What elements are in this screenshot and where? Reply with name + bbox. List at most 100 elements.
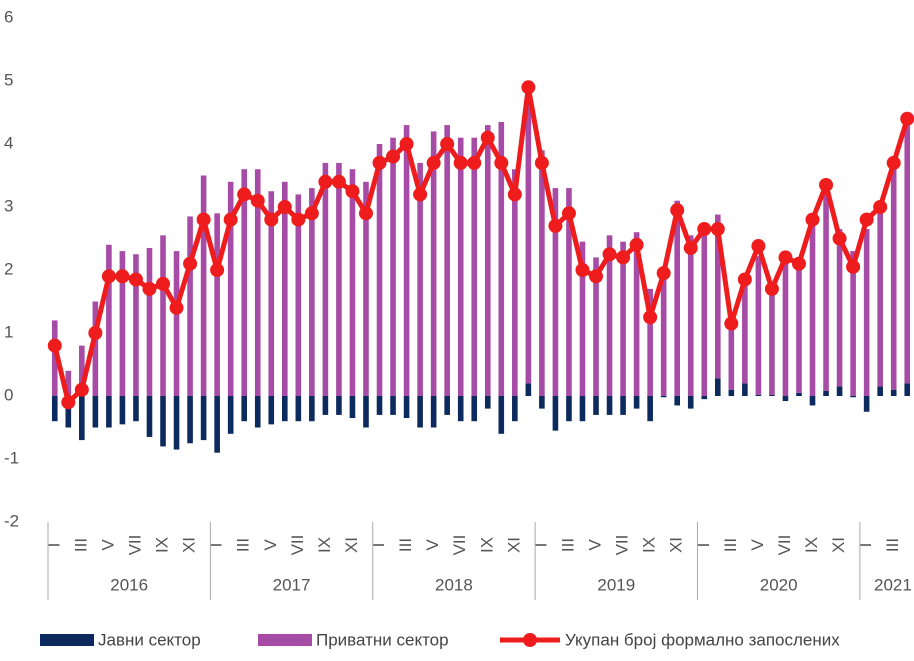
bar bbox=[728, 326, 735, 390]
year-label: 2020 bbox=[760, 575, 798, 594]
line-marker bbox=[764, 281, 779, 296]
x-tick-label: V bbox=[423, 539, 442, 551]
bar bbox=[877, 203, 883, 387]
legend-marker bbox=[523, 633, 537, 647]
line-marker bbox=[819, 177, 834, 192]
bar bbox=[79, 345, 85, 396]
bar bbox=[674, 200, 681, 396]
bar bbox=[498, 396, 505, 434]
bar bbox=[322, 162, 329, 396]
bar bbox=[200, 175, 207, 396]
y-tick-label: 0 bbox=[4, 385, 13, 404]
bar bbox=[566, 396, 572, 422]
bar bbox=[106, 244, 112, 396]
bar bbox=[606, 235, 613, 396]
bar bbox=[268, 396, 275, 425]
bar bbox=[620, 241, 626, 396]
line-marker bbox=[237, 187, 252, 202]
x-tick-label: VII bbox=[450, 535, 469, 556]
line-marker bbox=[210, 263, 225, 277]
bar bbox=[92, 396, 99, 428]
line-marker bbox=[480, 130, 495, 145]
bar bbox=[525, 87, 532, 384]
bar bbox=[742, 383, 748, 396]
x-tick-label: III bbox=[71, 538, 90, 552]
bar bbox=[268, 191, 275, 396]
line-marker bbox=[873, 200, 888, 214]
x-tick-label: III bbox=[721, 538, 740, 552]
bar bbox=[755, 394, 762, 396]
x-tick-label: VII bbox=[775, 535, 794, 556]
x-tick-label: I bbox=[207, 543, 226, 548]
bar bbox=[782, 396, 789, 402]
line-marker bbox=[331, 174, 346, 189]
bar bbox=[241, 169, 248, 396]
bar bbox=[674, 396, 681, 406]
bar bbox=[890, 162, 897, 390]
year-label: 2016 bbox=[110, 575, 148, 594]
bar bbox=[119, 396, 126, 425]
x-tick-label: I bbox=[694, 543, 713, 548]
bar bbox=[363, 396, 369, 428]
bar bbox=[823, 189, 829, 391]
bar bbox=[51, 396, 58, 422]
bar bbox=[471, 137, 478, 396]
bar bbox=[200, 396, 207, 441]
bar bbox=[349, 169, 356, 396]
bar bbox=[796, 260, 802, 393]
bar bbox=[890, 389, 897, 396]
bar bbox=[809, 396, 816, 406]
bar bbox=[133, 254, 139, 396]
line-marker bbox=[548, 218, 563, 233]
bar bbox=[146, 247, 153, 396]
bar bbox=[349, 396, 356, 419]
bar bbox=[403, 396, 410, 419]
bar bbox=[701, 396, 708, 400]
line-marker bbox=[710, 222, 725, 237]
bar bbox=[796, 392, 802, 396]
bar bbox=[863, 396, 870, 412]
bar bbox=[877, 386, 883, 396]
line-marker bbox=[74, 382, 89, 397]
bar bbox=[823, 390, 829, 396]
bar bbox=[714, 214, 721, 379]
bar bbox=[633, 396, 640, 409]
bar bbox=[647, 396, 653, 422]
y-tick-label: -2 bbox=[4, 511, 19, 530]
bar bbox=[363, 181, 369, 396]
x-tick-label: IX bbox=[315, 537, 334, 553]
bar bbox=[904, 383, 911, 396]
x-tick-label: IX bbox=[477, 537, 496, 553]
line-marker bbox=[223, 212, 238, 227]
line-marker bbox=[589, 269, 604, 284]
x-tick-label: IX bbox=[640, 537, 659, 553]
line-marker bbox=[426, 155, 441, 170]
bar bbox=[160, 396, 166, 447]
line-marker bbox=[737, 272, 752, 287]
bar bbox=[782, 260, 789, 396]
bar bbox=[850, 251, 856, 396]
bar bbox=[539, 396, 545, 409]
line-marker bbox=[643, 310, 658, 325]
bar bbox=[336, 162, 342, 396]
bar bbox=[187, 216, 193, 396]
line-marker bbox=[751, 239, 766, 254]
bar bbox=[714, 378, 721, 396]
line-marker bbox=[494, 155, 509, 170]
bar bbox=[850, 396, 856, 398]
line-marker bbox=[846, 259, 861, 274]
bar bbox=[322, 396, 329, 415]
bar bbox=[173, 251, 180, 396]
bar bbox=[92, 301, 99, 396]
bar bbox=[65, 396, 72, 428]
x-tick-label: VII bbox=[613, 535, 632, 556]
line-marker bbox=[318, 174, 333, 189]
bar bbox=[227, 181, 234, 396]
x-tick-label: IX bbox=[153, 537, 172, 553]
bar bbox=[417, 396, 423, 428]
line-marker bbox=[832, 231, 847, 246]
line-marker bbox=[656, 266, 671, 281]
bar bbox=[701, 232, 708, 396]
bar bbox=[444, 125, 450, 396]
line-marker bbox=[250, 193, 265, 208]
